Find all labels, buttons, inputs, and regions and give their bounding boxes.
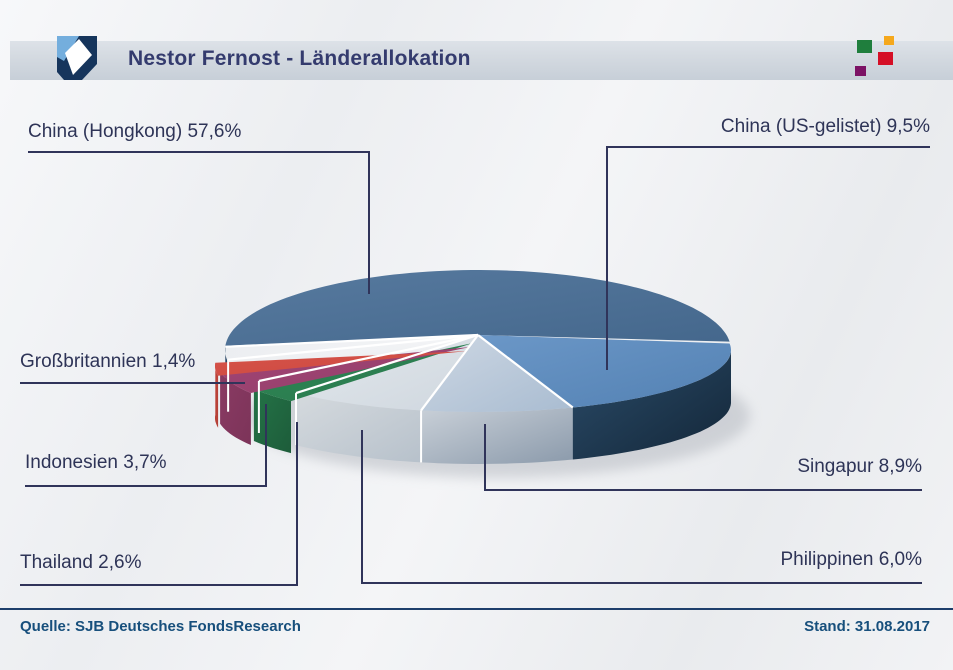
label-singapur: Singapur 8,9% xyxy=(797,456,922,477)
deco-square-yellow xyxy=(884,36,894,45)
label-china-hongkong: China (Hongkong) 57,6% xyxy=(28,121,242,142)
label-philippinen: Philippinen 6,0% xyxy=(780,549,922,570)
deco-square-red xyxy=(878,52,893,65)
leader-line-china-hk xyxy=(28,151,370,294)
slice-seam xyxy=(295,333,479,395)
as-of-date: Stand: 31.08.2017 xyxy=(804,618,930,635)
sjb-logo xyxy=(57,36,97,80)
deco-square-purple xyxy=(855,66,866,76)
slice-seam xyxy=(477,334,574,409)
pie-slice-china-hk xyxy=(225,270,730,346)
label-indonesien: Indonesien 3,7% xyxy=(25,452,167,473)
deco-square-green xyxy=(857,40,872,53)
label-grossbritannien: Großbritannien 1,4% xyxy=(20,351,196,372)
pie-wall-thailand xyxy=(253,389,291,454)
page-title: Nestor Fernost - Länderallokation xyxy=(128,47,471,70)
slice-seam xyxy=(420,334,479,412)
leader-line-singapur xyxy=(484,424,922,491)
label-thailand: Thailand 2,6% xyxy=(20,552,142,573)
source-note: Quelle: SJB Deutsches FondsResearch xyxy=(20,618,301,635)
footer-divider xyxy=(0,608,953,610)
pie-wall-singapur xyxy=(421,407,573,464)
pie-wall-china-us xyxy=(572,351,731,460)
slice-seam xyxy=(258,333,479,383)
leader-line-china-us xyxy=(606,146,930,370)
leader-line-philippinen xyxy=(361,430,922,584)
header-band xyxy=(10,41,953,80)
pie-wall-grossbritannien xyxy=(215,362,219,428)
pie-slice-china-us xyxy=(478,335,731,408)
pie-slice-singapur xyxy=(421,335,573,412)
label-china-us: China (US-gelistet) 9,5% xyxy=(720,116,930,137)
leader-line-thailand xyxy=(20,422,298,586)
slice-seam xyxy=(227,333,479,361)
pie-wall-philippinen xyxy=(296,393,422,463)
slice-seam xyxy=(225,333,479,348)
leader-line-indonesien xyxy=(25,404,267,487)
